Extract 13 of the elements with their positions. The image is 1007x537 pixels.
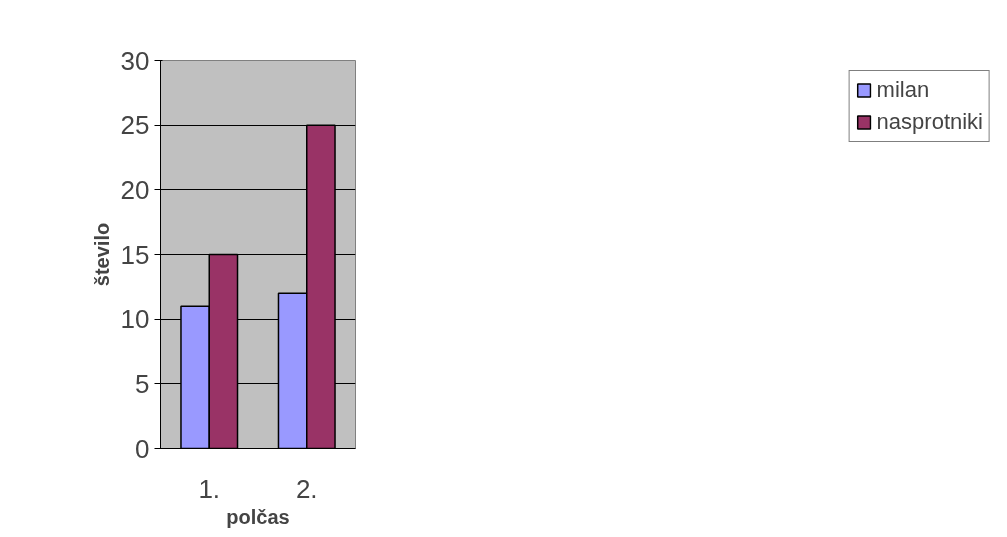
- y-tick-label: 20: [120, 174, 150, 205]
- y-tick-label: 15: [120, 239, 150, 270]
- x-tick-label: 1.: [198, 473, 221, 504]
- legend-label: nasprotniki: [876, 109, 983, 135]
- legend-label: milan: [876, 77, 930, 103]
- x-axis-title: polčas: [226, 505, 290, 528]
- y-tick-label: 5: [135, 368, 150, 399]
- y-axis-title: število: [90, 222, 113, 287]
- y-tick-label: 10: [120, 304, 150, 335]
- y-tick-label: 30: [120, 45, 150, 76]
- x-tick-label: 2.: [295, 473, 318, 504]
- y-tick-label: 25: [120, 110, 150, 141]
- y-tick-label: 0: [135, 433, 150, 464]
